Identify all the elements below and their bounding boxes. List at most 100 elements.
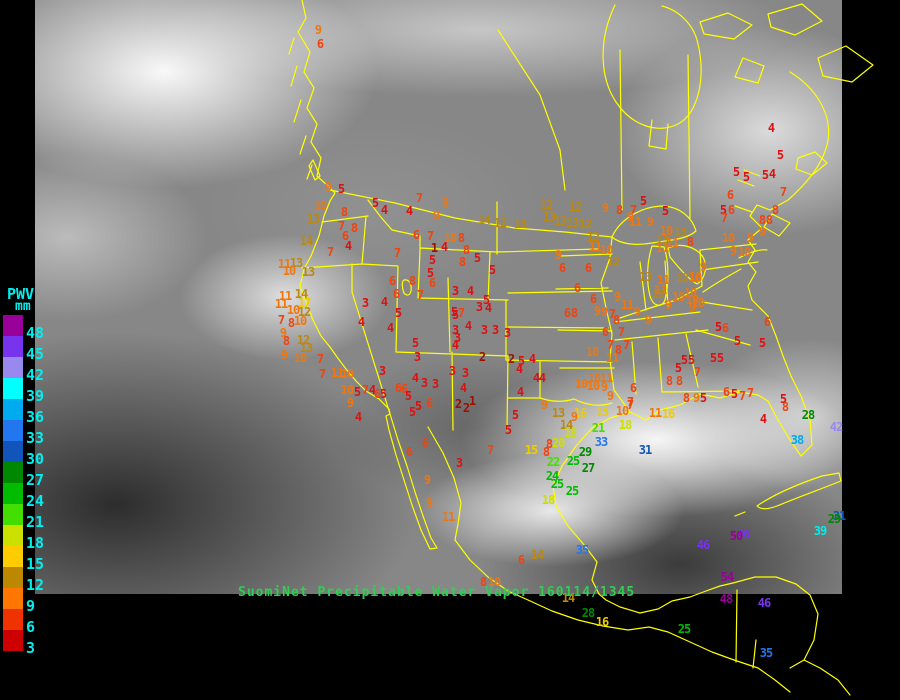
station-pwv-value: 5 [730,387,738,401]
station-pwv-value: 42 [829,420,843,434]
station-pwv-value: 7 [316,352,324,366]
station-pwv-value: 13 [289,256,303,270]
station-pwv-value: 6 [428,276,436,290]
station-pwv-value: 8 [781,400,789,414]
station-pwv-value: 24 [545,469,559,483]
station-pwv-value: 10 [574,377,588,391]
station-pwv-value: 6 [425,396,433,410]
station-pwv-value: 25 [566,454,580,468]
station-pwv-value: 7 [617,325,625,339]
station-pwv-value: 11 [277,257,291,271]
station-pwv-value: 38 [790,433,804,447]
station-pwv-value: 4 [459,381,467,395]
station-pwv-value: 9 [646,215,654,229]
station-pwv-value: 14 [559,418,573,432]
station-pwv-value: 8 [350,221,358,235]
station-pwv-value: 6 [563,306,571,320]
labrador-coast [787,71,830,201]
station-pwv-value: 6 [421,436,429,450]
legend-swatch [3,504,23,525]
station-pwv-value: 11 [599,371,613,385]
station-pwv-value: 8 [686,235,694,249]
station-pwv-value: 10 [691,296,705,310]
product-title: SuomiNet Precipitable Water Vapor 160114… [238,585,636,600]
station-pwv-value: 10 [293,351,307,365]
station-pwv-value: 2 [454,397,462,411]
station-pwv-value: 10 [586,379,600,393]
station-pwv-value: 6 [573,281,581,295]
station-pwv-value: 8 [462,243,470,257]
station-pwv-value: 5 [776,148,784,162]
station-pwv-value: 9 [613,290,621,304]
station-pwv-value: 9 [570,410,578,424]
legend-units: mm [15,299,31,314]
station-pwv-value: 9 [554,248,562,262]
station-pwv-value: 12 [568,200,582,214]
legend-entry: 3 [3,630,65,657]
station-pwv-value: 7 [629,203,637,217]
east-coast [552,199,813,595]
station-pwv-value: 11 [278,289,292,303]
station-pwv-value: 5 [451,308,459,322]
legend-swatch [3,336,23,357]
station-pwv-value: 8 [758,213,766,227]
station-pwv-value: 9 [600,305,608,319]
station-pwv-value: 10 [599,243,613,257]
station-pwv-value: 7 [608,307,616,321]
arctic-islands [699,3,874,84]
station-pwv-value: 28 [801,408,815,422]
station-pwv-value: 4 [357,315,365,329]
station-pwv-value: 7 [426,229,434,243]
legend-entry: 45 [3,336,65,363]
station-pwv-value: 16 [595,615,609,629]
station-pwv-value: 13 [306,212,320,226]
legend-entry: 12 [3,567,65,594]
station-pwv-value: 6 [584,261,592,275]
station-pwv-value: 4 [440,240,448,254]
station-pwv-value: 2 [478,350,486,364]
station-pwv-value: 4 [528,352,536,366]
station-pwv-value: 3 [420,376,428,390]
station-pwv-value: 5 [426,266,434,280]
station-pwv-value: 11 [588,240,602,254]
station-pwv-value: 9 [644,313,652,327]
station-pwv-value: 6 [721,321,729,335]
station-pwv-value: 8 [287,316,295,330]
station-pwv-value: 14 [294,287,308,301]
station-pwv-value: 7 [622,338,630,352]
station-pwv-value: 6 [400,382,408,396]
station-pwv-value: 2 [462,401,470,415]
station-pwv-value: 46 [696,538,710,552]
station-pwv-value: 6 [388,274,396,288]
station-pwv-value: 7 [318,367,326,381]
station-pwv-value: 7 [738,389,746,403]
station-pwv-value: 17 [297,296,311,310]
station-pwv-value: 13 [673,225,687,239]
station-pwv-value: 15 [524,443,538,457]
station-pwv-value: 9 [324,180,332,194]
station-pwv-value: 12 [578,217,592,231]
station-pwv-value: 7 [337,219,345,233]
station-pwv-value: 5 [687,353,695,367]
station-pwv-value: 14 [561,591,575,605]
station-pwv-value: 5 [680,353,688,367]
station-pwv-value: 4 [516,385,524,399]
legend-entry: 30 [3,441,65,468]
station-pwv-value: 18 [563,426,577,440]
station-pwv-value: 5 [639,194,647,208]
station-pwv-value: 5 [450,305,458,319]
station-pwv-value: 10 [721,231,735,245]
legend-value: 45 [26,344,45,363]
station-pwv-value: 9 [314,23,322,37]
station-pwv-value: 8 [408,274,416,288]
station-pwv-value: 7 [626,395,634,409]
station-pwv-value: 7 [486,443,494,457]
legend-value: 36 [26,407,45,426]
station-pwv-value: 39 [813,524,827,538]
great-salt-lake [401,279,412,296]
station-pwv-value: 9 [601,201,609,215]
legend-swatch [3,546,23,567]
station-pwv-value: 35 [575,543,589,557]
station-pwv-value: 5 [488,263,496,277]
